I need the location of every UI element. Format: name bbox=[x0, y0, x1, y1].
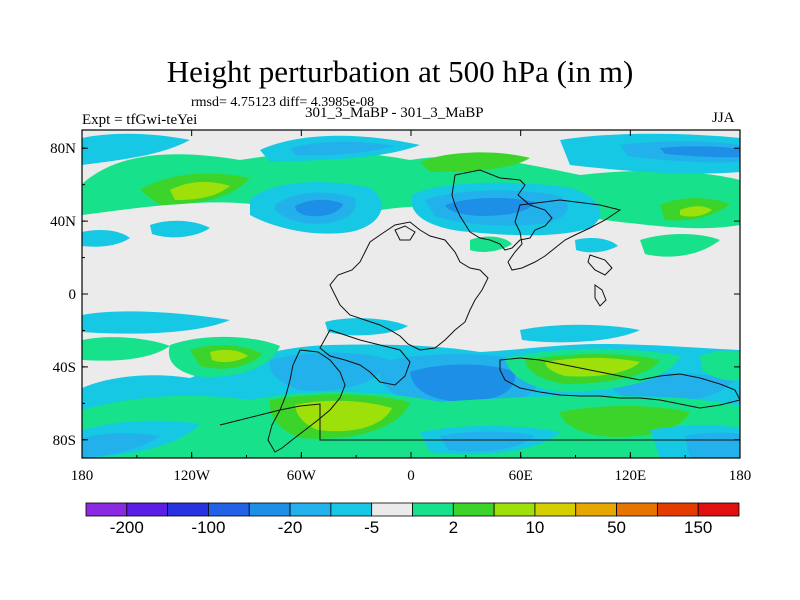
x-tick-label: 120E bbox=[614, 468, 646, 484]
positive-small-east bbox=[470, 236, 512, 252]
colorbar-swatch bbox=[85, 502, 128, 517]
colorbar-swatch bbox=[330, 502, 373, 517]
y-tick-label: 40N bbox=[50, 214, 76, 230]
antarctic-negative-west-core bbox=[82, 433, 160, 458]
colorbar-swatch bbox=[208, 502, 250, 517]
antarctic-negative-east-core bbox=[685, 432, 740, 458]
colorbar-swatch bbox=[126, 502, 169, 517]
colorbar-swatch bbox=[697, 502, 740, 517]
coast-africa bbox=[319, 329, 411, 386]
colorbar-label: -200 bbox=[110, 518, 144, 537]
trough-eurasia-deep bbox=[445, 197, 535, 216]
colorbar-swatch bbox=[289, 502, 332, 517]
x-tick-label: 120W bbox=[173, 468, 211, 484]
trough-east-small bbox=[575, 238, 618, 253]
colorbar-label: 2 bbox=[449, 518, 458, 537]
colorbar-swatch bbox=[452, 502, 495, 517]
south-positive-west-edge bbox=[82, 337, 170, 361]
colorbar-swatch bbox=[248, 502, 291, 517]
y-tick-label: 0 bbox=[69, 287, 77, 303]
antarctic-negative-central-core bbox=[440, 431, 535, 452]
tropical-negative-west bbox=[82, 311, 230, 334]
tropical-negative-central bbox=[325, 318, 408, 336]
x-tick-label: 180 bbox=[729, 468, 752, 484]
colorbar-swatch bbox=[575, 502, 617, 517]
colorbar: -200 -100 -20 -5 2 10 50 150 bbox=[85, 502, 740, 537]
colorbar-swatch bbox=[412, 502, 454, 517]
south-positive-pacific-yellow bbox=[210, 349, 248, 363]
coastlines bbox=[219, 169, 740, 453]
coast-antarctica bbox=[219, 403, 740, 441]
experiment-label: Expt = tfGwi-teYei bbox=[82, 112, 198, 128]
antarctic-positive-band bbox=[82, 391, 740, 458]
rmsd-diff-stats: rmsd= 4.75123 diff= 4.3985e-08 bbox=[191, 95, 375, 110]
colorbar-label: 10 bbox=[525, 518, 544, 537]
coast-southeast-asia bbox=[587, 254, 613, 276]
coast-north-america bbox=[451, 169, 553, 251]
colorbar-swatch bbox=[656, 502, 699, 517]
tropical-negative-east bbox=[520, 324, 640, 343]
y-tick-label: 80S bbox=[53, 433, 76, 449]
trough-atlantic-deep bbox=[295, 199, 343, 217]
coast-indonesia bbox=[594, 284, 607, 307]
colorbar-swatch bbox=[371, 502, 413, 517]
coast-australia bbox=[499, 357, 740, 409]
y-axis: 80S 40S 0 40N 80N bbox=[50, 141, 740, 449]
x-tick-label: 180 bbox=[71, 468, 94, 484]
colorbar-label: -5 bbox=[364, 518, 379, 537]
arctic-negative-central-core bbox=[290, 141, 395, 156]
coast-asia bbox=[507, 199, 622, 271]
contour-field bbox=[82, 130, 740, 458]
trough-west-edge bbox=[82, 230, 130, 247]
colorbar-label: 50 bbox=[607, 518, 626, 537]
y-tick-label: 40S bbox=[53, 360, 76, 376]
x-tick-label: 60E bbox=[509, 468, 533, 484]
x-axis: 180 120W 60W 0 60E 120E 180 bbox=[71, 130, 752, 484]
coast-greenland bbox=[394, 225, 416, 241]
x-tick-label: 60W bbox=[287, 468, 317, 484]
colorbar-swatch bbox=[167, 502, 209, 517]
colorbar-swatch bbox=[616, 502, 658, 517]
chart-title: Height perturbation at 500 hPa (in m) bbox=[166, 54, 634, 89]
arctic-negative-east-deep bbox=[660, 146, 740, 158]
positive-small-far-east bbox=[640, 234, 720, 257]
north-positive-core-central bbox=[420, 152, 530, 172]
north-positive-yellow-east bbox=[680, 206, 712, 217]
colorbar-swatch bbox=[534, 502, 577, 517]
coast-europe bbox=[329, 221, 489, 351]
trough-pacific-small bbox=[150, 220, 210, 238]
arctic-negative-west bbox=[82, 133, 190, 165]
y-tick-label: 80N bbox=[50, 141, 76, 157]
difference-name: 301_3_MaBP - 301_3_MaBP bbox=[305, 105, 484, 121]
south-positive-indian-yellow bbox=[545, 357, 640, 377]
south-positive-east-edge bbox=[700, 350, 740, 381]
colorbar-label: -20 bbox=[278, 518, 303, 537]
colorbar-swatch bbox=[493, 502, 536, 517]
colorbar-label: 150 bbox=[684, 518, 712, 537]
colorbar-label: -100 bbox=[191, 518, 225, 537]
x-tick-label: 0 bbox=[407, 468, 415, 484]
north-positive-yellow-west bbox=[170, 181, 230, 200]
antarctic-positive-yellow-west bbox=[295, 400, 392, 432]
south-negative-core-west bbox=[269, 352, 390, 391]
south-negative-deep-central bbox=[410, 364, 516, 402]
season-label: JJA bbox=[712, 110, 735, 126]
coast-south-america bbox=[267, 349, 346, 453]
